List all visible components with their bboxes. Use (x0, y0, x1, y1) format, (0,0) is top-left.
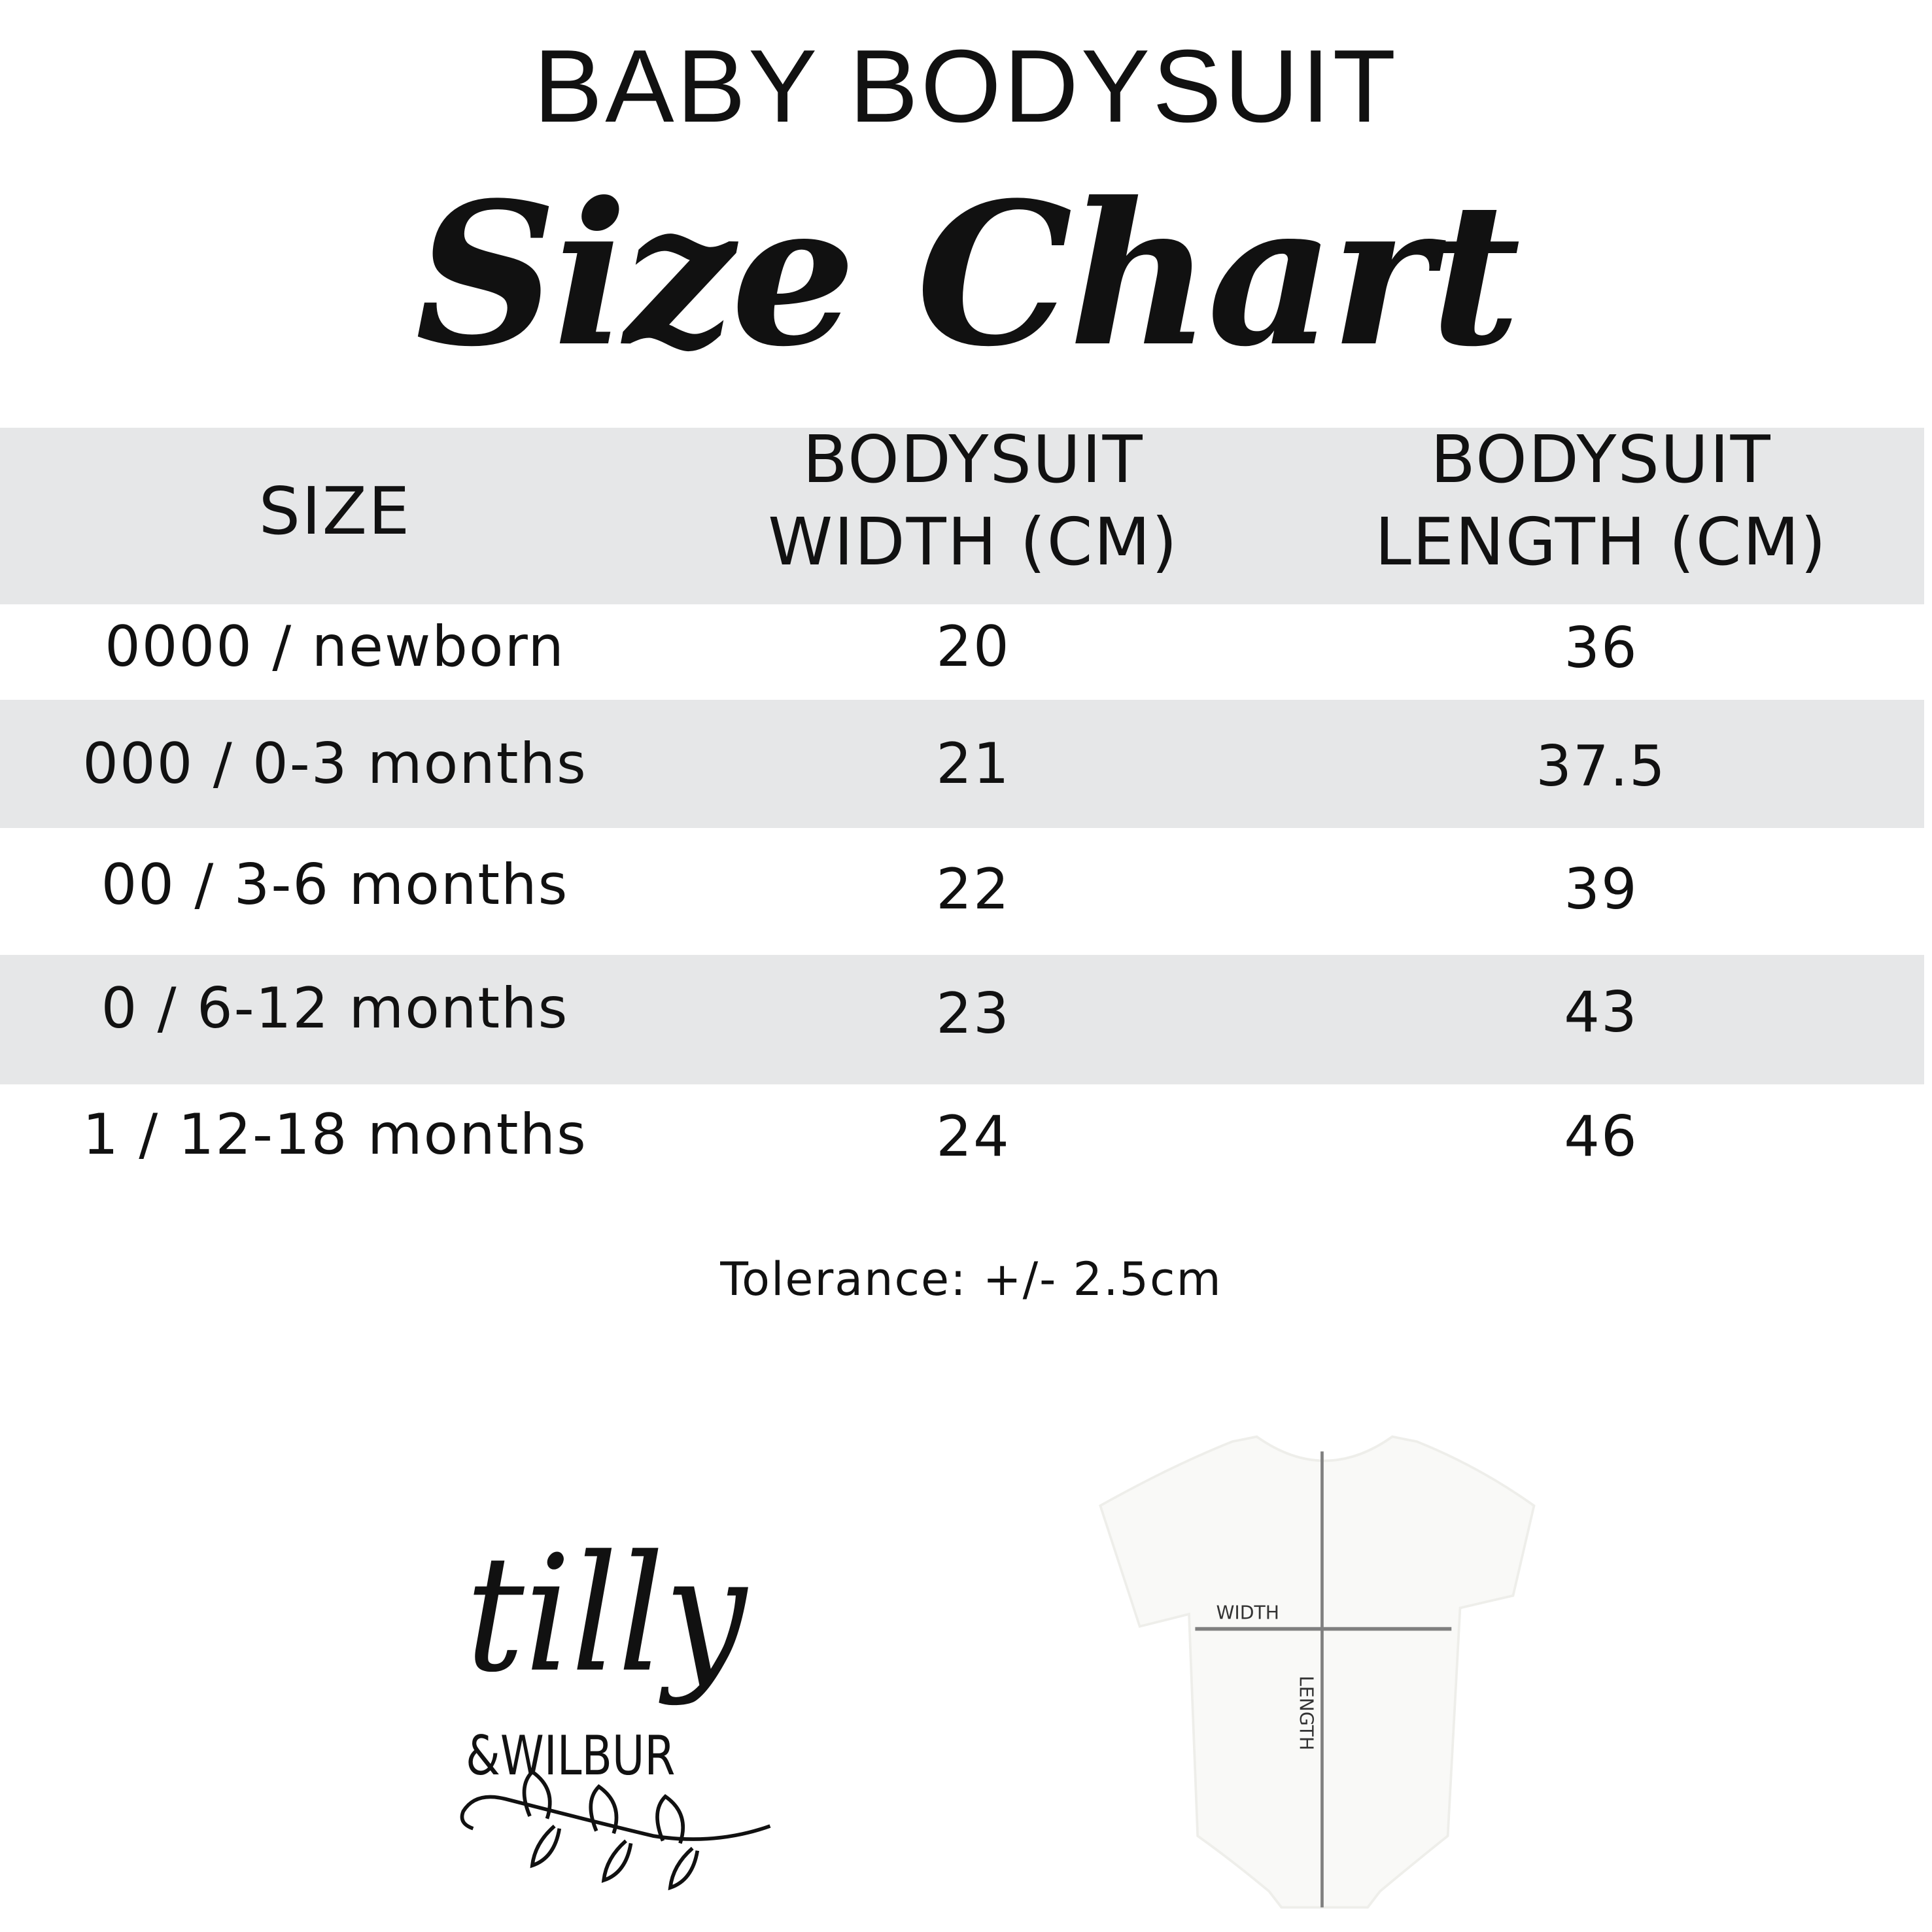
size-cell: 0 / 6-12 months (101, 976, 569, 1041)
title: BABY BODYSUIT (533, 29, 1399, 144)
bodysuit-shape (1099, 1435, 1536, 1909)
length-label: LENGTH (1296, 1676, 1317, 1750)
length-cell: 37.5 (1536, 734, 1666, 799)
width-cell: 22 (936, 857, 1010, 922)
logo-wilbur: &WILBUR (466, 1724, 675, 1787)
length-cell: 46 (1564, 1104, 1638, 1169)
subtitle: Size Chart (415, 159, 1521, 390)
leaf-branch-icon (460, 1769, 771, 1891)
width-label: WIDTH (1216, 1602, 1279, 1623)
width-cell: 24 (936, 1104, 1010, 1169)
size-cell: 00 / 3-6 months (101, 852, 569, 918)
width-cell: 20 (936, 614, 1010, 680)
length-cell: 39 (1564, 857, 1638, 922)
brand-logo: tilly &WILBUR (460, 1521, 771, 1891)
bodysuit-diagram: WIDTH LENGTH (1099, 1435, 1536, 1909)
row-band (0, 955, 1924, 1084)
header-length-line2: LENGTH (CM) (1375, 504, 1827, 580)
length-cell: 43 (1564, 980, 1638, 1045)
header-width-line2: WIDTH (CM) (768, 504, 1179, 580)
length-cell: 36 (1564, 615, 1638, 681)
width-cell: 21 (936, 731, 1010, 797)
tolerance-note: Tolerance: +/- 2.5cm (720, 1252, 1222, 1306)
width-cell: 23 (936, 981, 1010, 1046)
size-cell: 000 / 0-3 months (82, 731, 587, 797)
header-band (0, 428, 1924, 604)
size-cell: 1 / 12-18 months (82, 1102, 587, 1167)
header-width-line1: BODYSUIT (802, 421, 1144, 498)
row-band (0, 700, 1924, 828)
header-length-line1: BODYSUIT (1430, 421, 1772, 498)
header-size: SIZE (258, 473, 411, 549)
size-cell: 0000 / newborn (105, 614, 565, 680)
logo-tilly: tilly (466, 1521, 748, 1708)
